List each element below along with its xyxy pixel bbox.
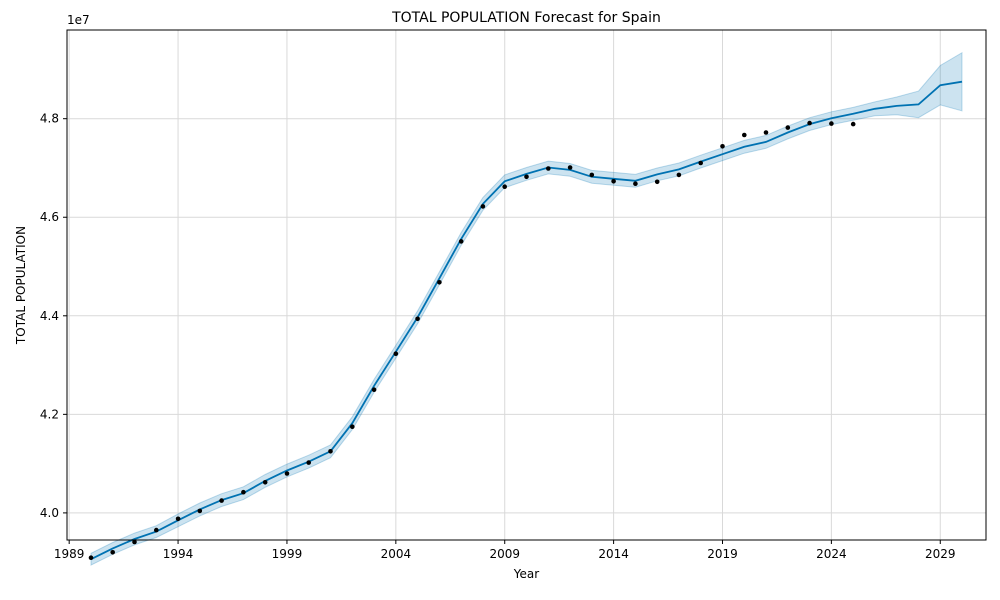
y-axis-offset-label: 1e7	[67, 13, 90, 27]
x-tick-label: 1989	[54, 547, 85, 561]
observed-point	[567, 165, 573, 170]
observed-point	[829, 121, 834, 126]
observed-point	[807, 120, 812, 126]
observed-point	[110, 550, 115, 555]
y-tick-label: 4.8	[40, 112, 59, 126]
observed-point	[676, 172, 682, 178]
observed-point	[546, 166, 551, 171]
forecast-line	[90, 80, 963, 561]
y-tick-label: 4.0	[40, 506, 59, 520]
observed-point	[132, 539, 137, 545]
x-tick-label: 2029	[925, 547, 956, 561]
x-tick-label: 2004	[381, 547, 412, 561]
observed-point	[785, 125, 791, 130]
line-layer	[90, 80, 963, 561]
observed-point	[502, 184, 508, 189]
observed-point	[241, 489, 246, 495]
observed-point	[742, 132, 747, 138]
observed-point	[633, 181, 638, 186]
band-layer	[90, 51, 963, 566]
x-axis-title: Year	[513, 567, 539, 581]
point-layer	[88, 120, 856, 560]
observed-point	[698, 160, 703, 166]
observed-point	[328, 449, 333, 454]
observed-point	[350, 424, 355, 430]
observed-point	[720, 144, 725, 149]
y-tick-label: 4.6	[40, 210, 59, 224]
observed-point	[437, 280, 442, 285]
observed-point	[850, 121, 856, 127]
x-tick-label: 1994	[163, 547, 194, 561]
observed-point	[524, 174, 529, 180]
observed-point	[88, 555, 94, 560]
tick-layer: 1989 1994 1999 2004 2009 2014 2019 2024 2029 4.0 4…	[40, 112, 956, 561]
grid-layer	[67, 30, 986, 540]
observed-point	[458, 239, 464, 244]
observed-point	[415, 316, 420, 322]
observed-point	[589, 172, 595, 178]
observed-point	[175, 516, 181, 522]
x-tick-label: 2014	[598, 547, 629, 561]
observed-point	[262, 480, 268, 485]
y-tick-label: 4.2	[40, 407, 59, 421]
observed-point	[763, 130, 769, 135]
observed-point	[480, 204, 486, 209]
observed-point	[284, 471, 290, 476]
x-tick-label: 2009	[489, 547, 520, 561]
x-tick-label: 2024	[816, 547, 847, 561]
observed-point	[154, 527, 159, 533]
observed-point	[654, 179, 660, 185]
uncertainty-band	[90, 51, 963, 566]
observed-point	[306, 460, 312, 465]
x-tick-label: 1999	[272, 547, 303, 561]
observed-point	[371, 387, 377, 393]
observed-point	[197, 508, 203, 514]
y-axis-title: TOTAL POPULATION	[14, 226, 28, 345]
observed-point	[393, 351, 399, 357]
plot-frame	[66, 29, 987, 541]
x-tick-label: 2019	[707, 547, 738, 561]
observed-point	[611, 179, 616, 184]
chart-title: TOTAL POPULATION Forecast for Spain	[391, 10, 661, 26]
observed-point	[219, 498, 224, 503]
y-tick-label: 4.4	[40, 309, 59, 323]
